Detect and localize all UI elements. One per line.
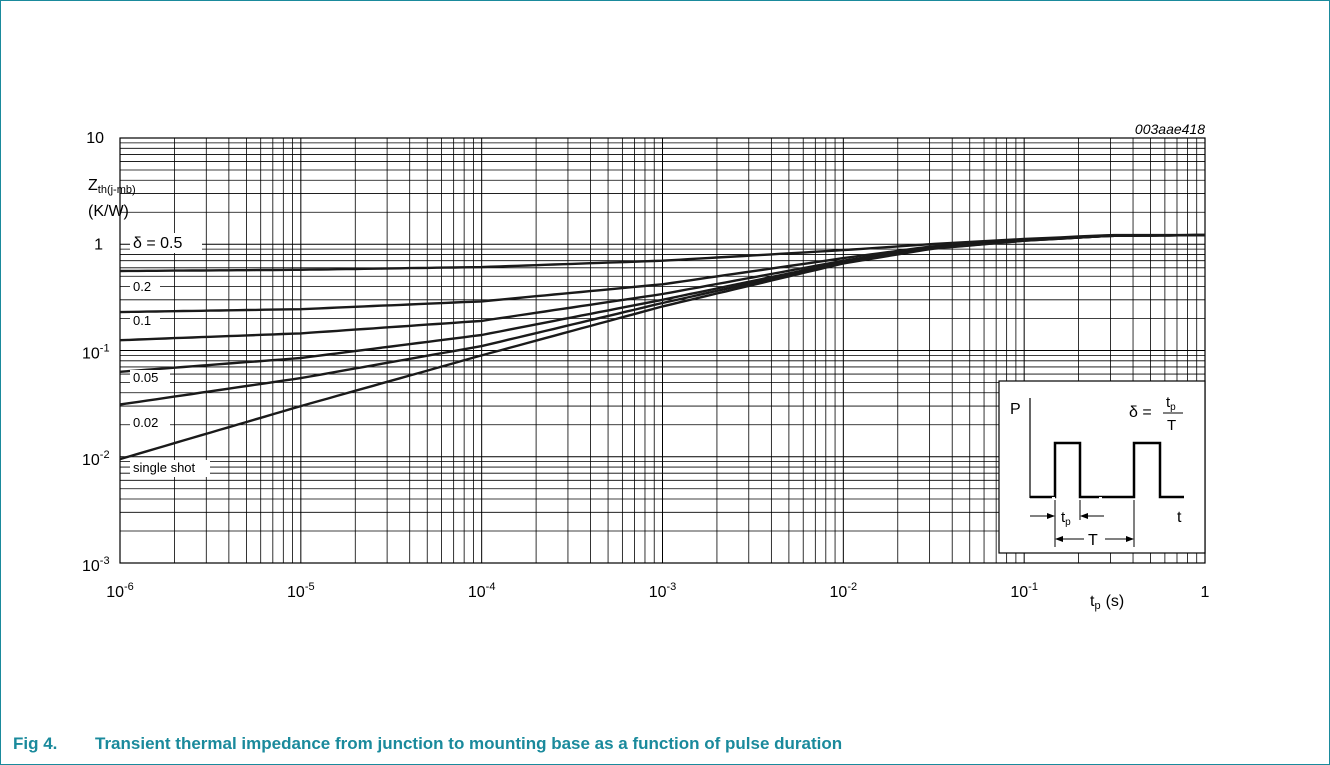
series-label-bg: [130, 415, 170, 432]
x-tick-base: 10: [468, 584, 486, 601]
curve-series-5: [119, 233, 1205, 461]
duty-cycle-inset: P δ = tp T t tp T: [998, 380, 1206, 554]
series-label-bg: [130, 233, 202, 253]
series-label-2: 0.1: [133, 313, 151, 328]
x-tick-label: 10-5: [287, 581, 315, 601]
y-tick-base: 10: [82, 558, 100, 575]
x-tick-exp: -6: [124, 581, 134, 593]
series-label-3: 0.05: [133, 370, 158, 385]
figure-id: 003aae418: [1135, 121, 1205, 137]
y-tick-base: 10: [86, 130, 104, 147]
series-label-5: single shot: [133, 460, 196, 475]
y-axis-label: Zth(j-mb): [88, 177, 136, 196]
x-axis-label-main: t: [1090, 593, 1095, 610]
x-axis-label: tp (s): [1090, 593, 1124, 612]
inset-delta-den: T: [1167, 417, 1176, 434]
x-tick-label: 10-2: [830, 581, 858, 601]
x-tick-base: 10: [649, 584, 667, 601]
y-tick-label: 10-3: [82, 555, 110, 575]
y-tick-exp: -2: [100, 449, 110, 461]
inset-delta-num: tp: [1166, 394, 1176, 413]
x-tick-base: 10: [287, 584, 305, 601]
inset-pulse-waveform: [1030, 441, 1184, 499]
x-tick-label: 10-6: [106, 581, 134, 601]
inset-T-arrowhead-left: [1055, 536, 1063, 542]
inset-tp-arrowhead-left: [1047, 513, 1055, 519]
x-tick-base: 10: [106, 584, 124, 601]
inset-T-label: T: [1088, 532, 1098, 549]
x-tick-base: 10: [1010, 584, 1028, 601]
y-axis-label-sub: th(j-mb): [98, 184, 136, 196]
series-label-bg: [130, 313, 160, 330]
x-tick-base: 1: [1201, 584, 1210, 601]
x-axis-unit: (s): [1106, 593, 1125, 610]
curves: [119, 233, 1205, 461]
series-label-0: δ = 0.5: [133, 235, 182, 252]
figure-caption: Fig 4. Transient thermal impedance from j…: [13, 734, 842, 754]
series-label-bg: [130, 279, 160, 296]
y-axis-label-main: Z: [88, 177, 98, 194]
series-labels: δ = 0.5 0.2 0.1 0.05 0.02 single shot: [130, 233, 210, 477]
series-label-1: 0.2: [133, 279, 151, 294]
series-label-4: 0.02: [133, 415, 158, 430]
y-tick-base: 10: [82, 346, 100, 363]
y-tick-label: 1: [94, 236, 103, 253]
x-tick-base: 10: [830, 584, 848, 601]
figure-caption-number: Fig 4.: [13, 734, 58, 753]
y-tick-exp: -3: [100, 555, 110, 567]
inset-tp-main: t: [1061, 509, 1066, 526]
y-tick-label: 10-1: [82, 343, 110, 363]
inset-tp-arrowhead-right: [1080, 513, 1088, 519]
inset-delta-num-main: t: [1166, 394, 1171, 411]
x-tick-label: 1: [1201, 584, 1210, 601]
y-tick-exp: -1: [100, 343, 110, 355]
plot-border: [119, 137, 1206, 564]
x-axis-label-sub: p: [1094, 600, 1100, 612]
inset-delta-num-sub: p: [1170, 402, 1176, 413]
series-label-bg: [130, 370, 170, 387]
inset-tp-label: tp: [1061, 509, 1071, 528]
x-tick-exp: -2: [847, 581, 857, 593]
y-tick-label: 10: [86, 130, 104, 147]
y-tick-base: 10: [82, 452, 100, 469]
inset-delta-lhs: δ =: [1129, 404, 1152, 421]
x-tick-label: 10-4: [468, 581, 496, 601]
y-tick-label: 10-2: [82, 449, 110, 469]
x-tick-exp: -1: [1028, 581, 1038, 593]
y-tick-base: 1: [94, 236, 103, 253]
x-tick-label: 10-1: [1010, 581, 1038, 601]
y-axis-unit: (K/W): [88, 203, 129, 220]
series-label-bg: [130, 460, 210, 477]
x-tick-exp: -3: [667, 581, 677, 593]
inset-T-arrowhead-right: [1126, 536, 1134, 542]
x-tick-label: 10-3: [649, 581, 677, 601]
x-tick-exp: -5: [305, 581, 315, 593]
inset-tp-sub: p: [1065, 517, 1071, 528]
inset-border: [998, 380, 1206, 554]
x-tick-exp: -4: [486, 581, 496, 593]
inset-t-label: t: [1177, 509, 1182, 526]
inset-p-label: P: [1010, 401, 1021, 418]
figure-caption-text: Transient thermal impedance from junctio…: [95, 734, 843, 753]
